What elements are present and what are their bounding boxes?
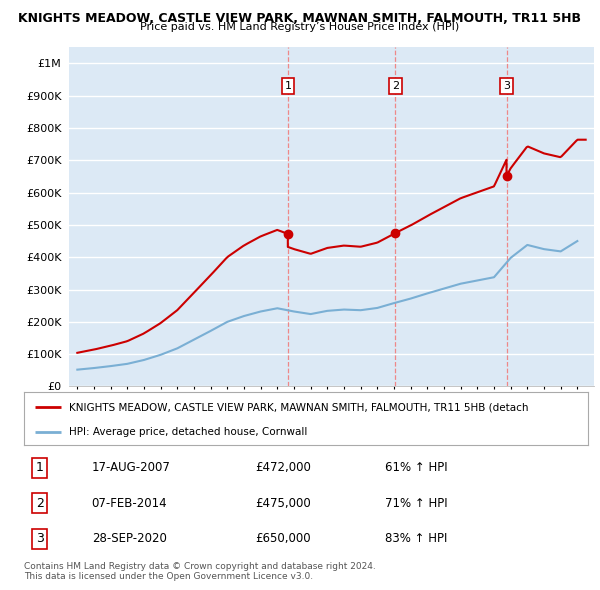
Text: £650,000: £650,000 (255, 532, 311, 545)
Text: Contains HM Land Registry data © Crown copyright and database right 2024.: Contains HM Land Registry data © Crown c… (24, 562, 376, 571)
Text: 28-SEP-2020: 28-SEP-2020 (92, 532, 167, 545)
Text: 71% ↑ HPI: 71% ↑ HPI (385, 497, 448, 510)
Text: 1: 1 (36, 461, 44, 474)
Text: 2: 2 (392, 81, 399, 91)
Text: 3: 3 (36, 532, 44, 545)
Text: Price paid vs. HM Land Registry’s House Price Index (HPI): Price paid vs. HM Land Registry’s House … (140, 22, 460, 32)
Text: 3: 3 (503, 81, 510, 91)
Text: 17-AUG-2007: 17-AUG-2007 (92, 461, 170, 474)
Text: 07-FEB-2014: 07-FEB-2014 (92, 497, 167, 510)
Text: KNIGHTS MEADOW, CASTLE VIEW PARK, MAWNAN SMITH, FALMOUTH, TR11 5HB: KNIGHTS MEADOW, CASTLE VIEW PARK, MAWNAN… (19, 12, 581, 25)
Text: £472,000: £472,000 (255, 461, 311, 474)
Text: 1: 1 (284, 81, 292, 91)
Text: KNIGHTS MEADOW, CASTLE VIEW PARK, MAWNAN SMITH, FALMOUTH, TR11 5HB (detach: KNIGHTS MEADOW, CASTLE VIEW PARK, MAWNAN… (69, 402, 529, 412)
Text: 2: 2 (36, 497, 44, 510)
Text: HPI: Average price, detached house, Cornwall: HPI: Average price, detached house, Corn… (69, 427, 307, 437)
Text: 61% ↑ HPI: 61% ↑ HPI (385, 461, 448, 474)
Text: This data is licensed under the Open Government Licence v3.0.: This data is licensed under the Open Gov… (24, 572, 313, 581)
Text: 83% ↑ HPI: 83% ↑ HPI (385, 532, 448, 545)
Text: £475,000: £475,000 (255, 497, 311, 510)
